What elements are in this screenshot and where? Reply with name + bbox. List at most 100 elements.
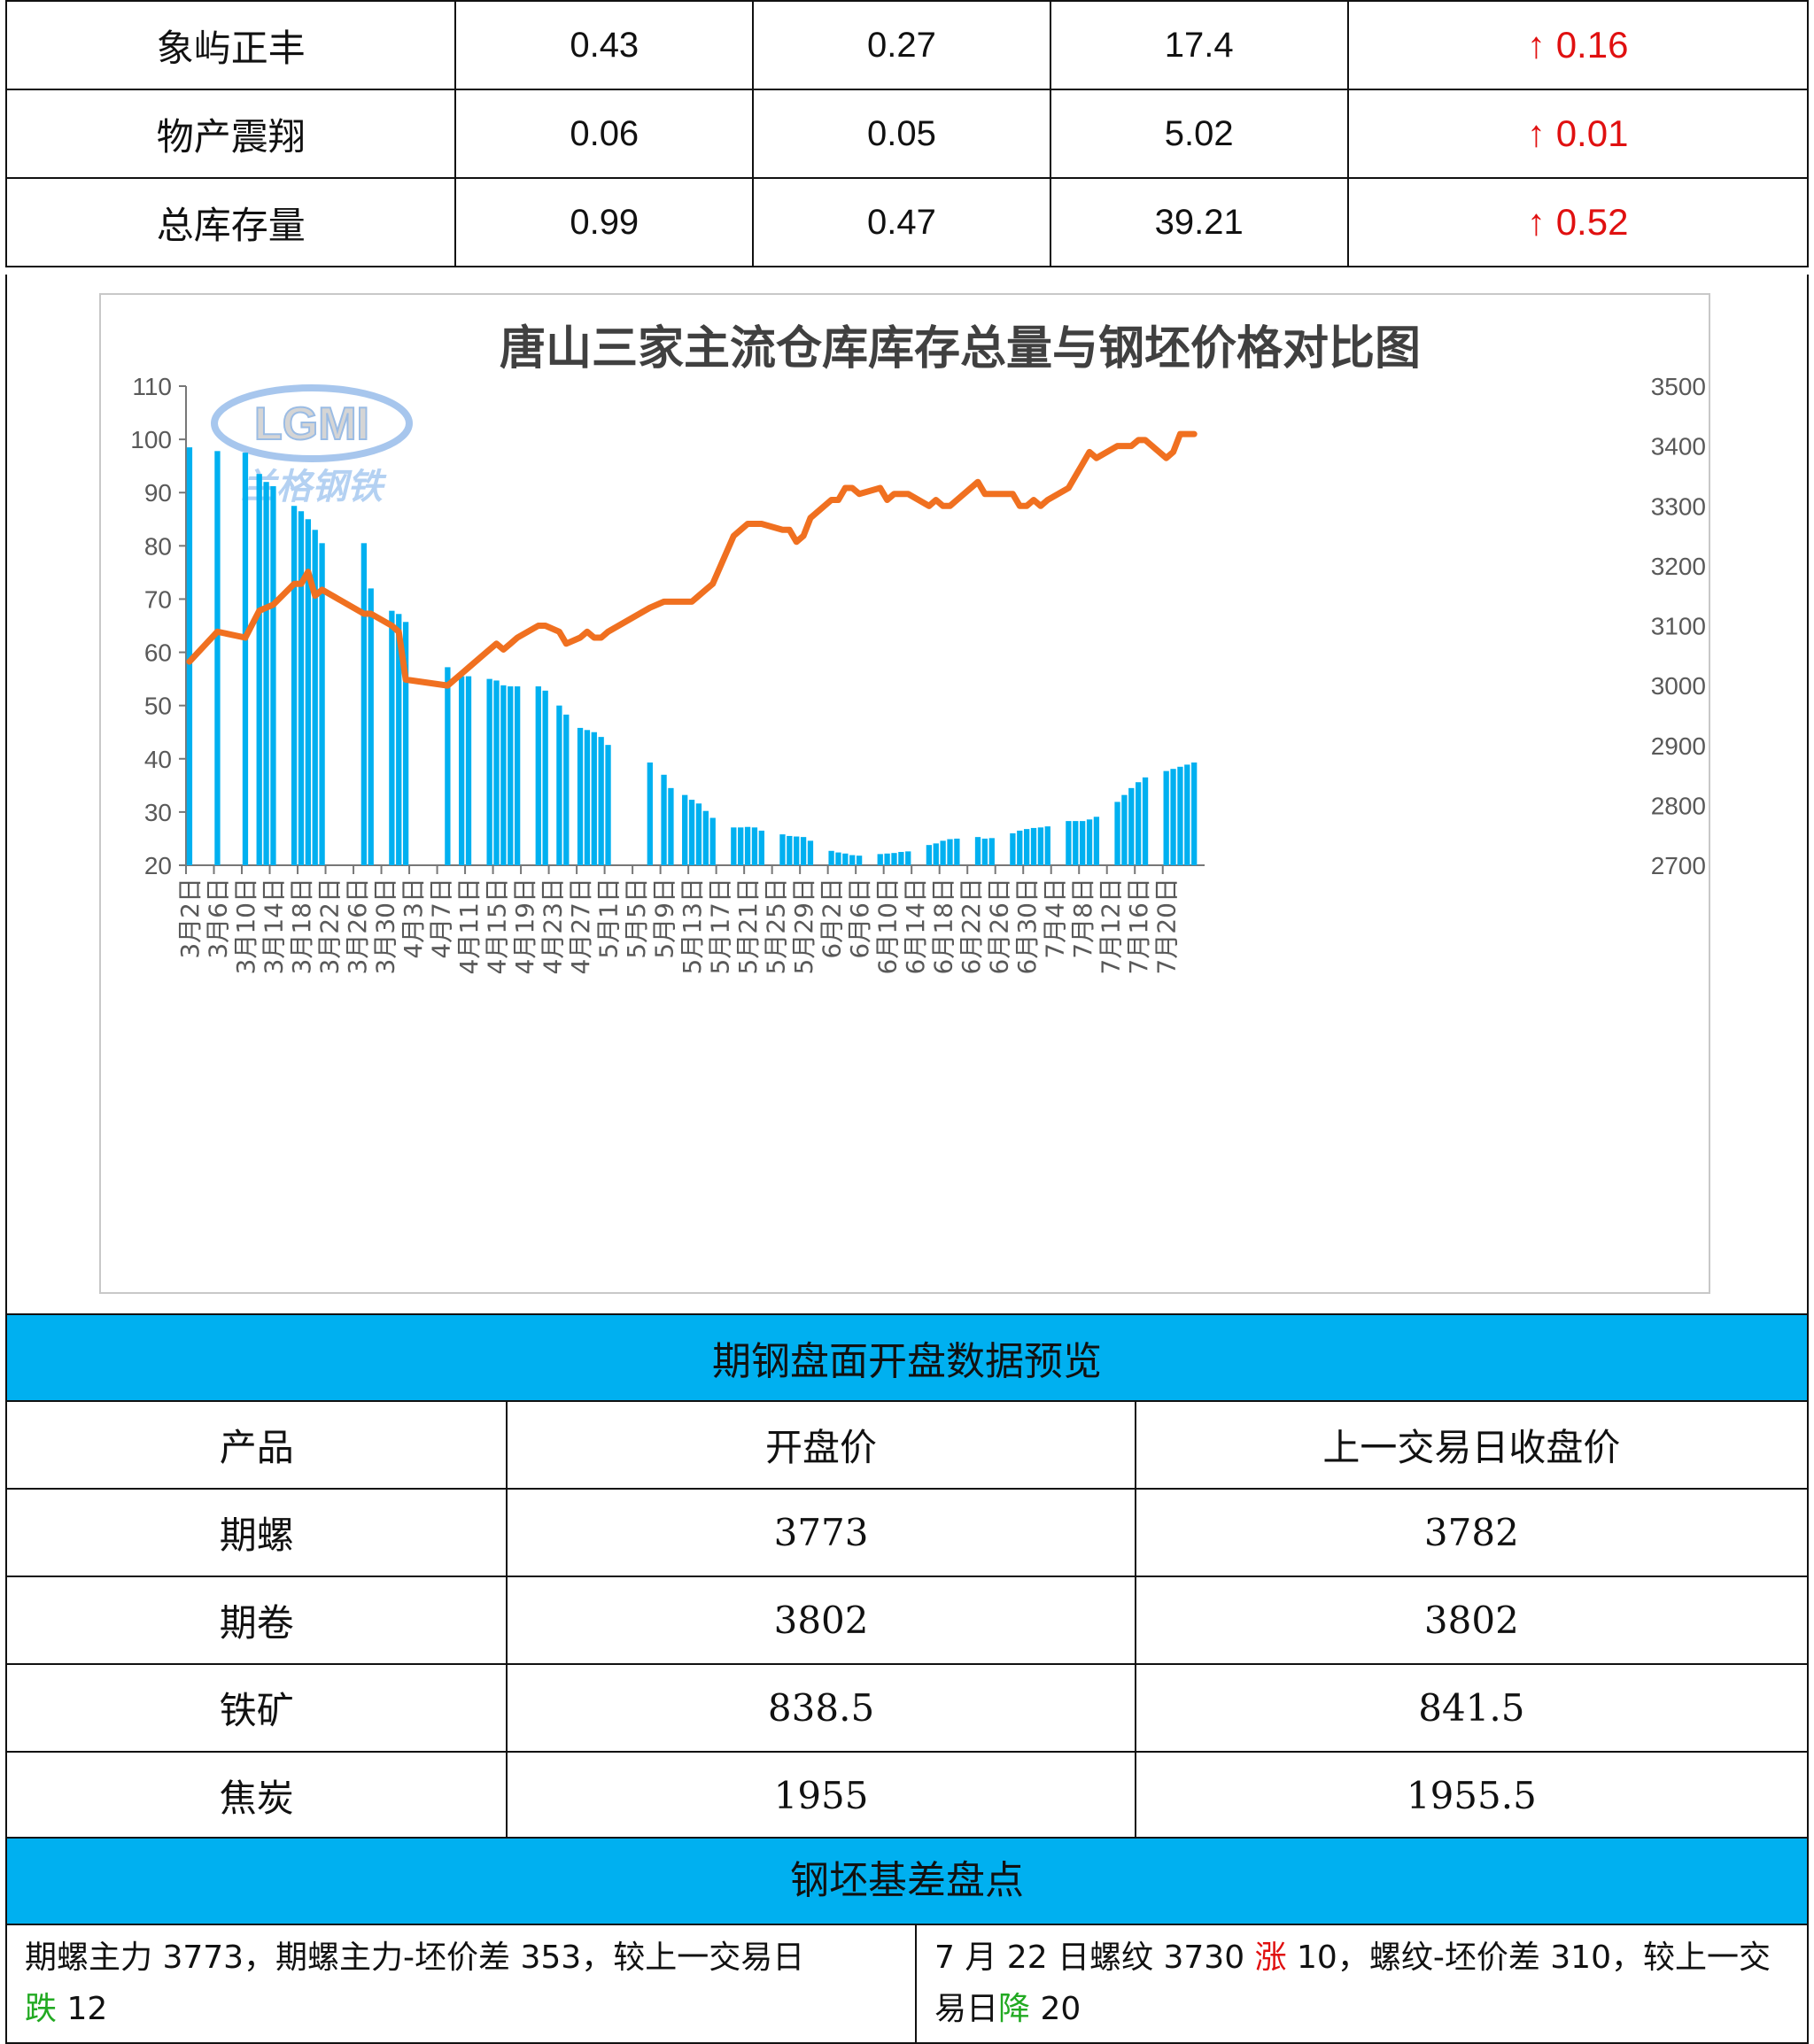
futures-header: 期钢盘面开盘数据预览 (5, 1313, 1809, 1402)
x-tick-label: 7月16日 (1124, 878, 1153, 974)
inventory-bar (828, 850, 834, 865)
x-tick-label: 6月6日 (845, 878, 874, 959)
x-tick-label: 5月13日 (678, 878, 707, 974)
y-left-tick-label: 80 (144, 532, 172, 560)
inventory-bar (954, 838, 960, 865)
inventory-table: 象屿正丰 0.43 0.27 17.4 ↑ 0.16 物产震翔 0.06 0.0… (4, 0, 1809, 267)
inventory-bar (486, 678, 492, 865)
x-tick-label: 3月22日 (314, 878, 344, 974)
y-left-tick-label: 20 (144, 852, 172, 879)
x-tick-label: 6月22日 (957, 878, 986, 974)
x-tick-label: 6月2日 (818, 878, 847, 959)
x-tick-label: 5月21日 (733, 878, 763, 974)
inventory-bar (800, 837, 807, 865)
inventory-bar (731, 827, 737, 865)
inventory-bar (940, 840, 946, 865)
inventory-bar (1086, 819, 1093, 865)
table-cell: 17.4 (1049, 0, 1349, 90)
open-price: 3802 (506, 1576, 1136, 1665)
inventory-bar (981, 838, 988, 865)
x-tick-label: 5月25日 (762, 878, 791, 974)
inventory-bar (1073, 821, 1079, 865)
y-left-tick-label: 30 (144, 799, 172, 826)
x-tick-label: 4月7日 (427, 878, 456, 959)
inventory-bar (312, 530, 318, 865)
inventory-bar (794, 836, 800, 865)
x-tick-label: 4月11日 (454, 878, 484, 974)
table-row: 铁矿 838.5 841.5 (4, 1663, 1810, 1753)
inventory-bar (263, 482, 269, 865)
inventory-bar (242, 453, 249, 865)
prev-close: 3782 (1134, 1488, 1810, 1577)
inventory-bar (1037, 827, 1044, 865)
change-cell: ↑ 0.01 (1346, 89, 1809, 179)
x-tick-label: 5月5日 (622, 878, 651, 959)
inventory-bar (298, 511, 305, 865)
inventory-bar (1030, 827, 1037, 865)
x-tick-label: 6月26日 (985, 878, 1014, 974)
prev-close: 1955.5 (1134, 1751, 1810, 1840)
inventory-bar (647, 762, 653, 865)
table-cell: 0.06 (454, 89, 755, 179)
table-cell: 0.43 (454, 0, 755, 90)
x-tick-label: 3月18日 (287, 878, 316, 974)
table-row: 物产震翔 0.06 0.05 5.02 ↑ 0.01 (4, 89, 1809, 179)
y-left-tick-label: 110 (132, 373, 172, 400)
inventory-bar (542, 690, 548, 865)
basis-right-direction-up: 涨 (1254, 1939, 1287, 1976)
product-name: 焦炭 (4, 1751, 508, 1840)
basis-left-cell: 期螺主力 3773，期螺主力-坯价差 353，较上一交易日跌 12 (5, 1924, 917, 2044)
x-tick-label: 4月19日 (510, 878, 539, 974)
y-right-tick-label: 3300 (1651, 492, 1706, 520)
inventory-price-chart: 唐山三家主流仓库库存总量与钢坯价格对比图 LGMI 兰格钢铁 20 30 40 50 6… (130, 321, 1706, 974)
inventory-bar (856, 856, 863, 865)
inventory-bar (1170, 769, 1176, 865)
change-cell: ↑ 0.16 (1346, 0, 1809, 90)
inventory-bar (360, 543, 368, 865)
inventory-bar (849, 855, 856, 865)
table-header-row: 产品 开盘价 上一交易日收盘价 (4, 1400, 1810, 1490)
inventory-bar (702, 810, 709, 865)
table-row: 期螺主力 3773，期螺主力-坯价差 353，较上一交易日跌 12 7 月 22… (5, 1924, 1809, 2044)
basis-right-direction-down: 降 (998, 1991, 1031, 2027)
inventory-bar (668, 787, 674, 865)
inventory-bar (256, 474, 262, 865)
y-right-tick-label: 2900 (1651, 732, 1706, 760)
y-left-tick-label: 40 (144, 746, 172, 773)
inventory-bar (396, 614, 402, 865)
y-right-tick-label: 3400 (1651, 433, 1706, 461)
table-cell: 39.21 (1049, 177, 1349, 267)
y-right-tick-label: 2700 (1651, 852, 1706, 879)
y-left-tick-label: 90 (144, 479, 172, 507)
inventory-bar (974, 837, 981, 865)
inventory-bar (605, 745, 611, 865)
inventory-bar (1142, 777, 1149, 865)
inventory-bar (577, 727, 584, 865)
inventory-bar (1023, 829, 1030, 865)
inventory-bar (709, 817, 716, 865)
inventory-bar (891, 853, 897, 865)
x-tick-label: 3月30日 (370, 878, 399, 974)
inventory-bar (1010, 832, 1016, 865)
y-right-tick-label: 3200 (1651, 553, 1706, 580)
x-tick-label: 6月18日 (929, 878, 958, 974)
logo-subtext: 兰格钢铁 (241, 466, 387, 507)
table-cell: 0.05 (752, 89, 1051, 179)
table-cell: 5.02 (1049, 89, 1349, 179)
basis-left-direction: 跌 (25, 1991, 58, 2027)
y-right-tick-label: 3500 (1651, 373, 1706, 400)
inventory-bar (807, 840, 814, 865)
inventory-bar (744, 826, 751, 865)
x-tick-label: 5月17日 (706, 878, 735, 974)
inventory-bar (695, 803, 702, 865)
warehouse-name: 物产震翔 (4, 89, 457, 179)
inventory-bar (563, 714, 570, 865)
inventory-bar (779, 834, 786, 865)
x-tick-label: 3月26日 (343, 878, 372, 974)
inventory-bar (368, 588, 374, 865)
basis-right-text: 7 月 22 日螺纹 3730 (934, 1939, 1255, 1976)
x-tick-label: 3月10日 (231, 878, 260, 974)
y-right-tick-label: 2800 (1651, 792, 1706, 819)
inventory-bar (988, 838, 995, 865)
inventory-bar (500, 685, 507, 865)
